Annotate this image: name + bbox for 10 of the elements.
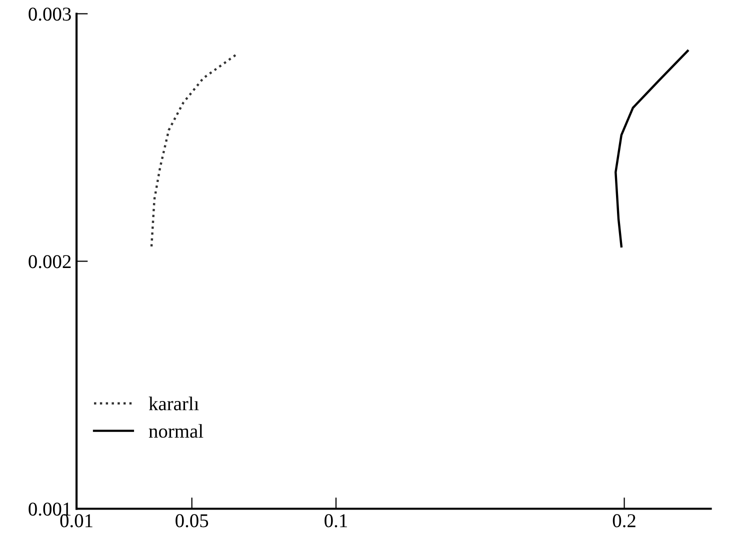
- line-series: [614, 50, 689, 248]
- x-tick-label: 0.01: [60, 514, 92, 528]
- y-tick-label: 0.003: [28, 8, 71, 21]
- y-tick-label: 0.001: [28, 502, 71, 516]
- y-tick-label: 0.002: [28, 255, 71, 268]
- x-tick-label: 0.2: [612, 514, 636, 528]
- legend-label: normal: [148, 424, 204, 438]
- legend-label: kararlı: [148, 396, 199, 410]
- x-tick-label: 0.05: [176, 514, 208, 528]
- x-tick-label: 0.1: [324, 514, 347, 528]
